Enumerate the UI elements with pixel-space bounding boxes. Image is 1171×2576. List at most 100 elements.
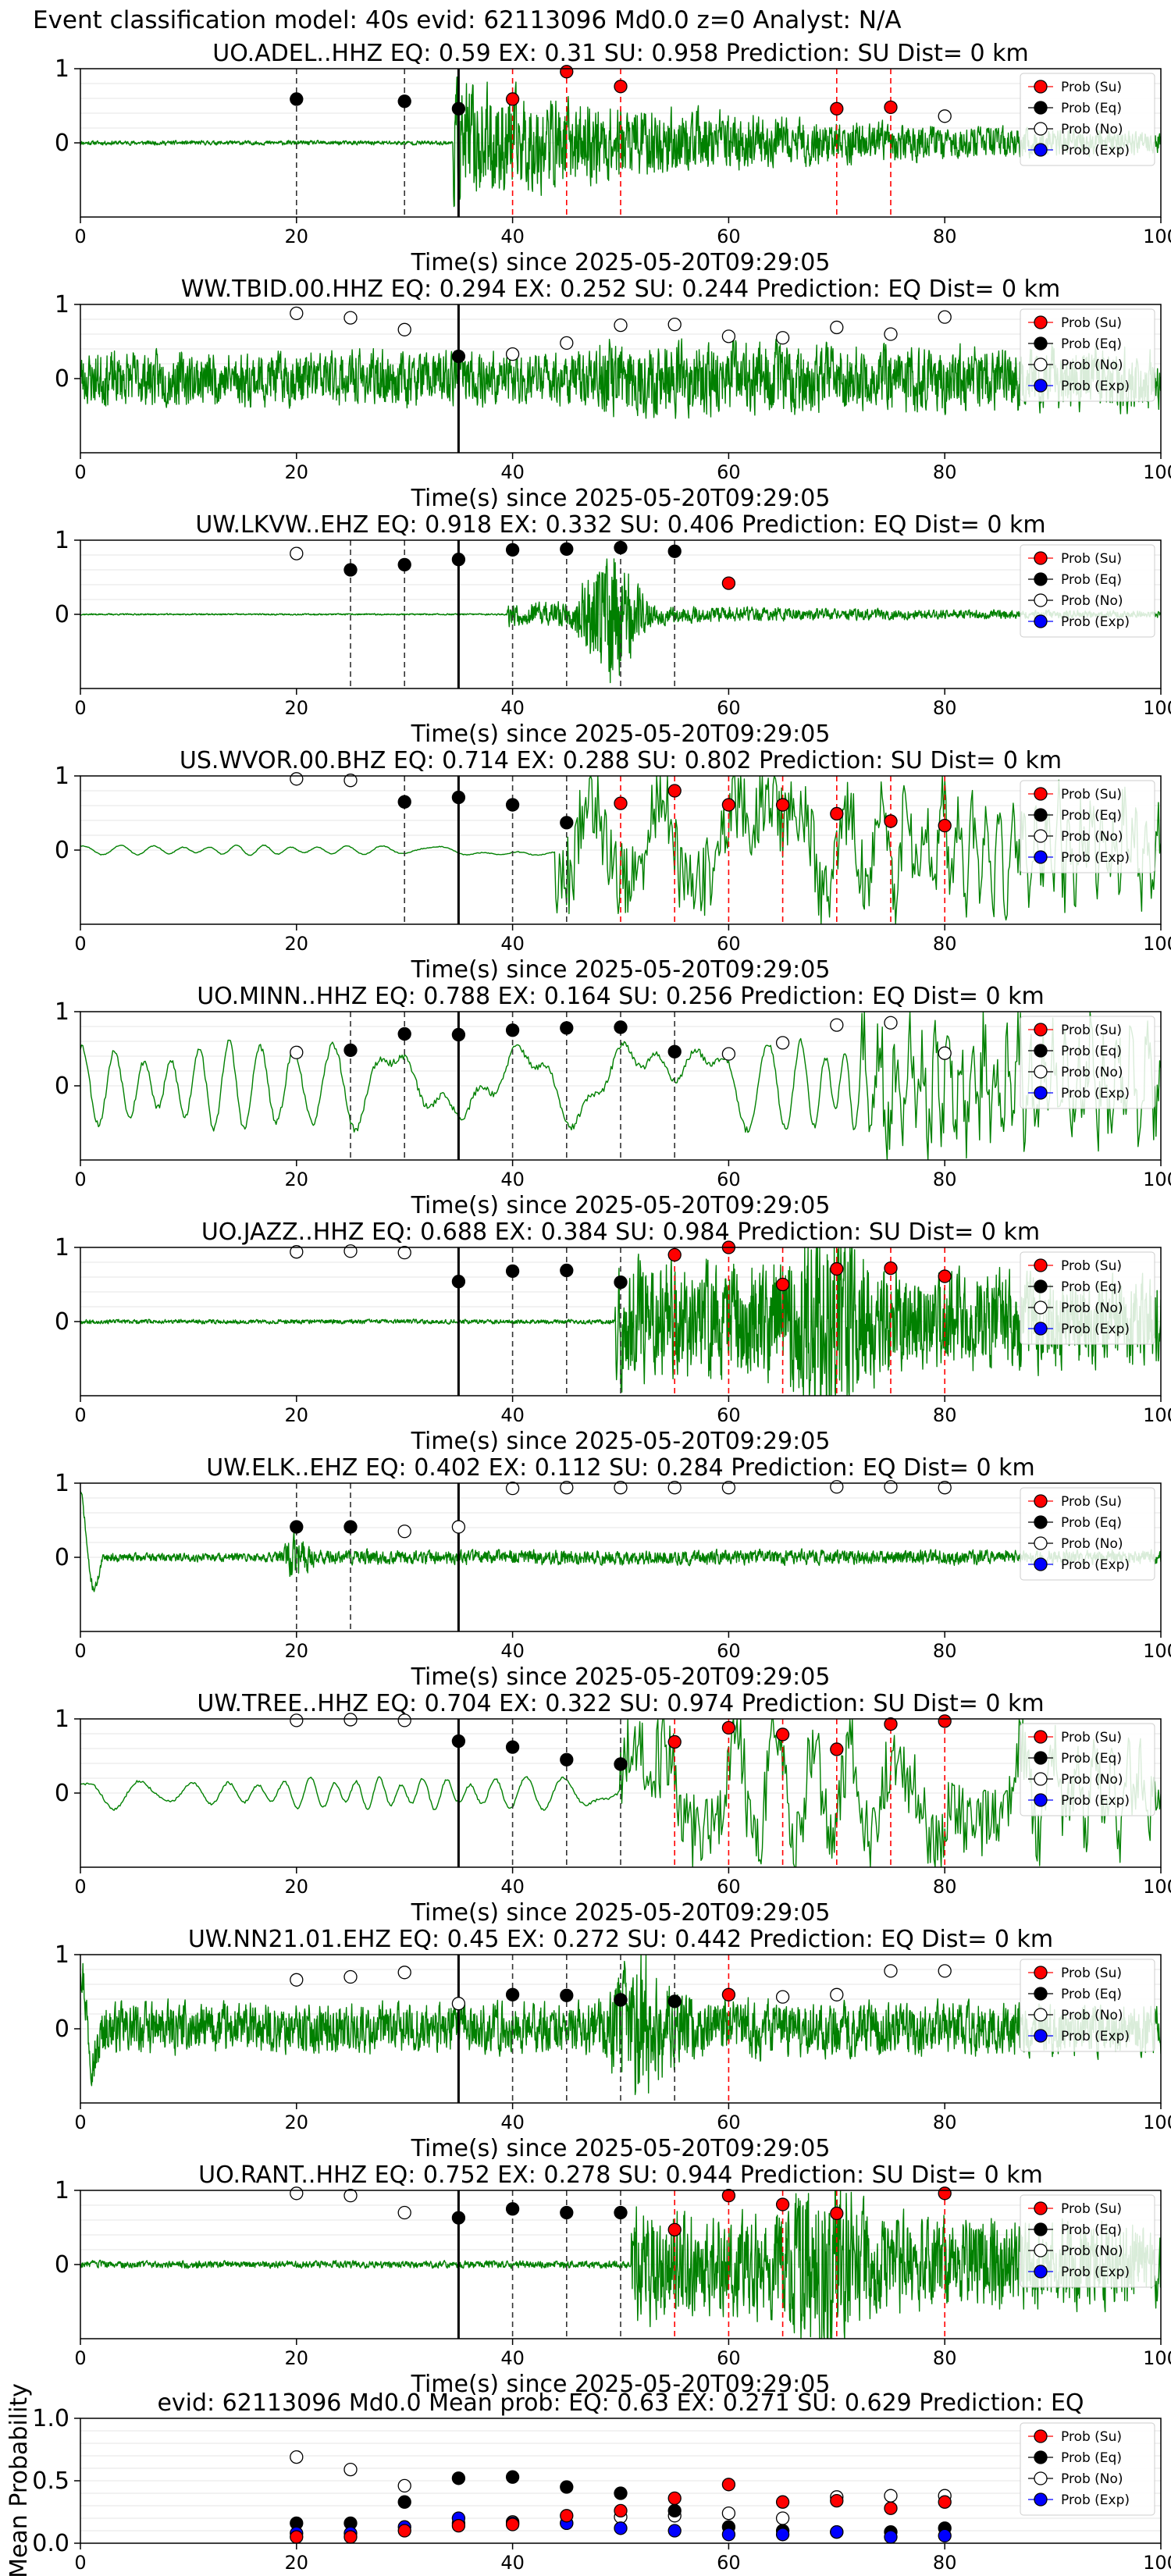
legend-label: Prob (Su) (1061, 315, 1122, 331)
legend-marker-su (1034, 1023, 1048, 1037)
prob-point-no (830, 1480, 844, 1494)
legend: Prob (Su) Prob (Eq) Prob (No) Prob (Exp) (1020, 1487, 1155, 1581)
waveform-trace (80, 76, 1161, 208)
legend-marker-su (1034, 551, 1048, 565)
x-tick-label: 80 (933, 1640, 957, 1662)
prob-point-no (938, 1481, 952, 1495)
y-tick-label: 0 (55, 1544, 69, 1571)
legend-label: Prob (Eq) (1061, 2450, 1122, 2466)
prob-point-eq (560, 1263, 574, 1278)
waveform-trace (80, 1955, 1161, 2095)
prob-point-eq (614, 1020, 628, 1034)
prob-point-eq (560, 1021, 574, 1035)
prob-point-eq (560, 542, 574, 557)
legend-marker-eq (1034, 2222, 1048, 2236)
x-tick-label: 40 (500, 1404, 525, 1426)
legend-label: Prob (Eq) (1061, 1044, 1122, 1059)
prob-point-su (614, 796, 628, 810)
subplot-3: UW.LKVW..EHZ EQ: 0.918 EX: 0.332 SU: 0.4… (55, 511, 1171, 748)
prob-point-su (938, 2186, 952, 2201)
legend-label: Prob (Su) (1061, 80, 1122, 95)
prob-point-no (505, 1482, 520, 1496)
legend-label: Prob (Exp) (1061, 1793, 1130, 1809)
prob-point-su (667, 1735, 682, 1749)
prob-point-su (451, 2518, 466, 2533)
x-tick-label: 20 (285, 2112, 309, 2133)
subplot-title: US.WVOR.00.BHZ EQ: 0.714 EX: 0.288 SU: 0… (180, 747, 1062, 774)
legend-label: Prob (No) (1061, 122, 1123, 137)
legend-marker-no (1034, 829, 1048, 843)
legend-label: Prob (Eq) (1061, 1279, 1122, 1295)
prob-point-su (938, 1269, 952, 1283)
legend-marker-eq (1034, 2450, 1048, 2464)
prob-point-no (451, 1997, 466, 2011)
prob-point-eq (451, 101, 466, 116)
x-axis-label: Time(s) since 2025-05-20T09:29:05 (411, 956, 831, 984)
prob-point-eq (397, 795, 411, 809)
prob-point-su (884, 100, 898, 115)
prob-point-eq (505, 1264, 520, 1279)
legend-label: Prob (Eq) (1061, 2222, 1122, 2238)
x-tick-label: 80 (933, 697, 957, 719)
prob-point-su (667, 2222, 682, 2237)
legend-label: Prob (Exp) (1061, 1086, 1130, 1101)
legend-marker-exp (1034, 2492, 1048, 2507)
x-tick-label: 0 (74, 2552, 86, 2574)
subplot-title: UW.NN21.01.EHZ EQ: 0.45 EX: 0.272 SU: 0.… (188, 1926, 1053, 1953)
prob-point-no (938, 1964, 952, 1978)
legend-label: Prob (Eq) (1061, 1987, 1122, 2002)
x-tick-label: 100 (1143, 2347, 1171, 2369)
legend-marker-su (1034, 1258, 1048, 1272)
y-tick-label: 1 (55, 1706, 69, 1733)
prob-point-exp (614, 2521, 628, 2535)
prob-point-eq (614, 540, 628, 555)
legend: Prob (Su) Prob (Eq) Prob (No) Prob (Exp) (1020, 1016, 1155, 1109)
x-tick-label: 0 (74, 933, 86, 955)
subplot-8: UW.TREE..HHZ EQ: 0.704 EX: 0.322 SU: 0.9… (55, 1690, 1171, 1927)
legend-label: Prob (Su) (1061, 1258, 1122, 1274)
legend-marker-no (1034, 2471, 1048, 2485)
x-tick-label: 60 (717, 1169, 741, 1190)
legend: Prob (Su) Prob (Eq) Prob (No) Prob (Exp) (1020, 308, 1155, 402)
plot-area (80, 69, 1161, 217)
prob-point-eq (451, 1275, 466, 1289)
x-tick-label: 40 (500, 1876, 525, 1898)
prob-point-no (830, 1987, 844, 2001)
subplot-title: UO.JAZZ..HHZ EQ: 0.688 EX: 0.384 SU: 0.9… (201, 1219, 1040, 1246)
prob-point-eq (614, 1757, 628, 1771)
x-tick-label: 20 (285, 933, 309, 955)
legend-marker-su (1034, 2201, 1048, 2215)
prob-point-no (667, 1481, 682, 1495)
x-tick-label: 80 (933, 1876, 957, 1898)
prob-point-su (775, 2495, 790, 2509)
legend-marker-su (1034, 1494, 1048, 1508)
legend-marker-su (1034, 2429, 1048, 2443)
prob-point-no (343, 2462, 358, 2477)
x-axis-label: Time(s) since 2025-05-20T09:29:05 (411, 485, 831, 512)
legend: Prob (Su) Prob (Eq) Prob (No) Prob (Exp) (1020, 1723, 1155, 1816)
legend-marker-eq (1034, 572, 1048, 586)
prob-point-no (775, 2511, 790, 2525)
x-tick-label: 100 (1143, 1876, 1171, 1898)
x-tick-label: 40 (500, 1640, 525, 1662)
prob-point-no (884, 327, 898, 341)
legend-label: Prob (Su) (1061, 1023, 1122, 1038)
prob-point-eq (505, 2202, 520, 2216)
x-axis-label: Time(s) since 2025-05-20T09:29:05 (411, 1663, 831, 1691)
prob-point-eq (505, 2470, 520, 2484)
x-tick-label: 20 (285, 1876, 309, 1898)
prob-point-su (884, 1261, 898, 1276)
x-tick-label: 0 (74, 226, 86, 247)
legend-box (1020, 1959, 1155, 2052)
x-tick-label: 100 (1143, 1169, 1171, 1190)
prob-point-su (884, 2501, 898, 2515)
x-tick-label: 80 (933, 1404, 957, 1426)
subplot-title: UW.LKVW..EHZ EQ: 0.918 EX: 0.332 SU: 0.4… (195, 511, 1045, 539)
waveform-trace (80, 1012, 1161, 1160)
x-tick-label: 60 (717, 2552, 741, 2574)
subplot-title: evid: 62113096 Md0.0 Mean prob: EQ: 0.63… (157, 2389, 1084, 2417)
prob-point-su (505, 92, 520, 106)
plot-area (80, 304, 1161, 453)
x-tick-label: 40 (500, 697, 525, 719)
x-tick-label: 20 (285, 1640, 309, 1662)
